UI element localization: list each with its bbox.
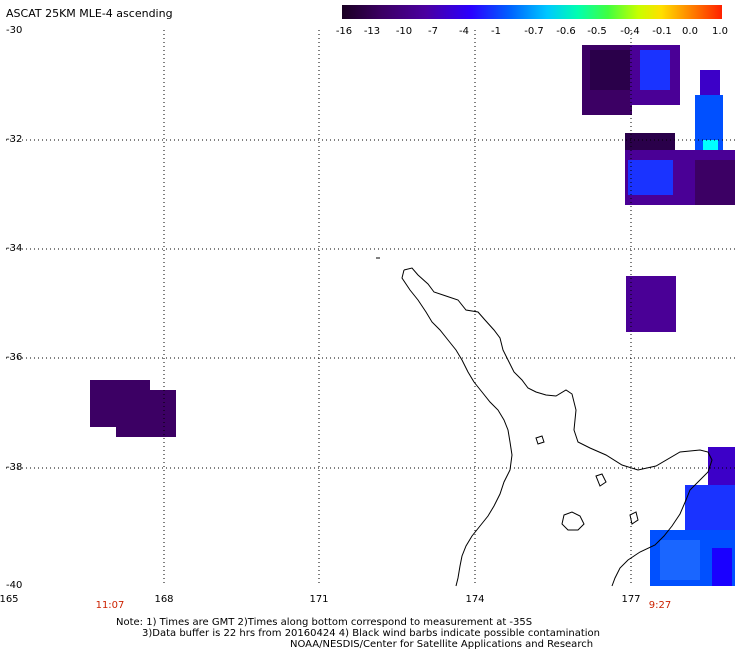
lat-label: -36 [6,352,23,363]
map-title: ASCAT 25KM MLE-4 ascending [6,7,173,20]
colorbar-tick: 1.0 [712,26,728,37]
swath-data-cells [90,45,735,586]
grid-lines [6,30,735,586]
note-line-3: NOAA/NESDIS/Center for Satellite Applica… [290,639,594,650]
lat-label: -40 [6,580,23,591]
note-line-1: Note: 1) Times are GMT 2)Times along bot… [116,617,533,628]
lon-label: 177 [621,594,641,605]
colorbar-tick: -0.5 [587,26,607,37]
coastline [376,257,713,587]
lon-label: 171 [309,594,329,605]
lat-label: -30 [6,25,23,36]
lon-label: 168 [154,594,174,605]
colorbar-tick: -0.7 [524,26,544,37]
colorbar-tick: -13 [363,26,381,37]
colorbar-tick: -16 [335,26,353,37]
colorbar-tick: -0.1 [652,26,672,37]
lat-label: -34 [6,243,23,254]
colorbar-tick: -7 [428,26,438,37]
color-scale-bar [342,5,722,19]
colorbar-tick: -1 [491,26,501,37]
colorbar-tick: -10 [395,26,413,37]
note-line-2: 3)Data buffer is 22 hrs from 20160424 4)… [142,628,600,639]
pass-time-label: 11:07 [95,600,125,611]
colorbar-tick: -4 [459,26,469,37]
lat-label: -38 [6,462,23,473]
lon-label: 174 [465,594,485,605]
colorbar-tick: 0.0 [682,26,698,37]
lon-label: 165 [0,594,19,605]
colorbar-tick: -0.6 [556,26,576,37]
lat-label: -32 [6,134,23,145]
pass-time-label: 9:27 [648,600,672,611]
colorbar-tick: -0.4 [620,26,640,37]
